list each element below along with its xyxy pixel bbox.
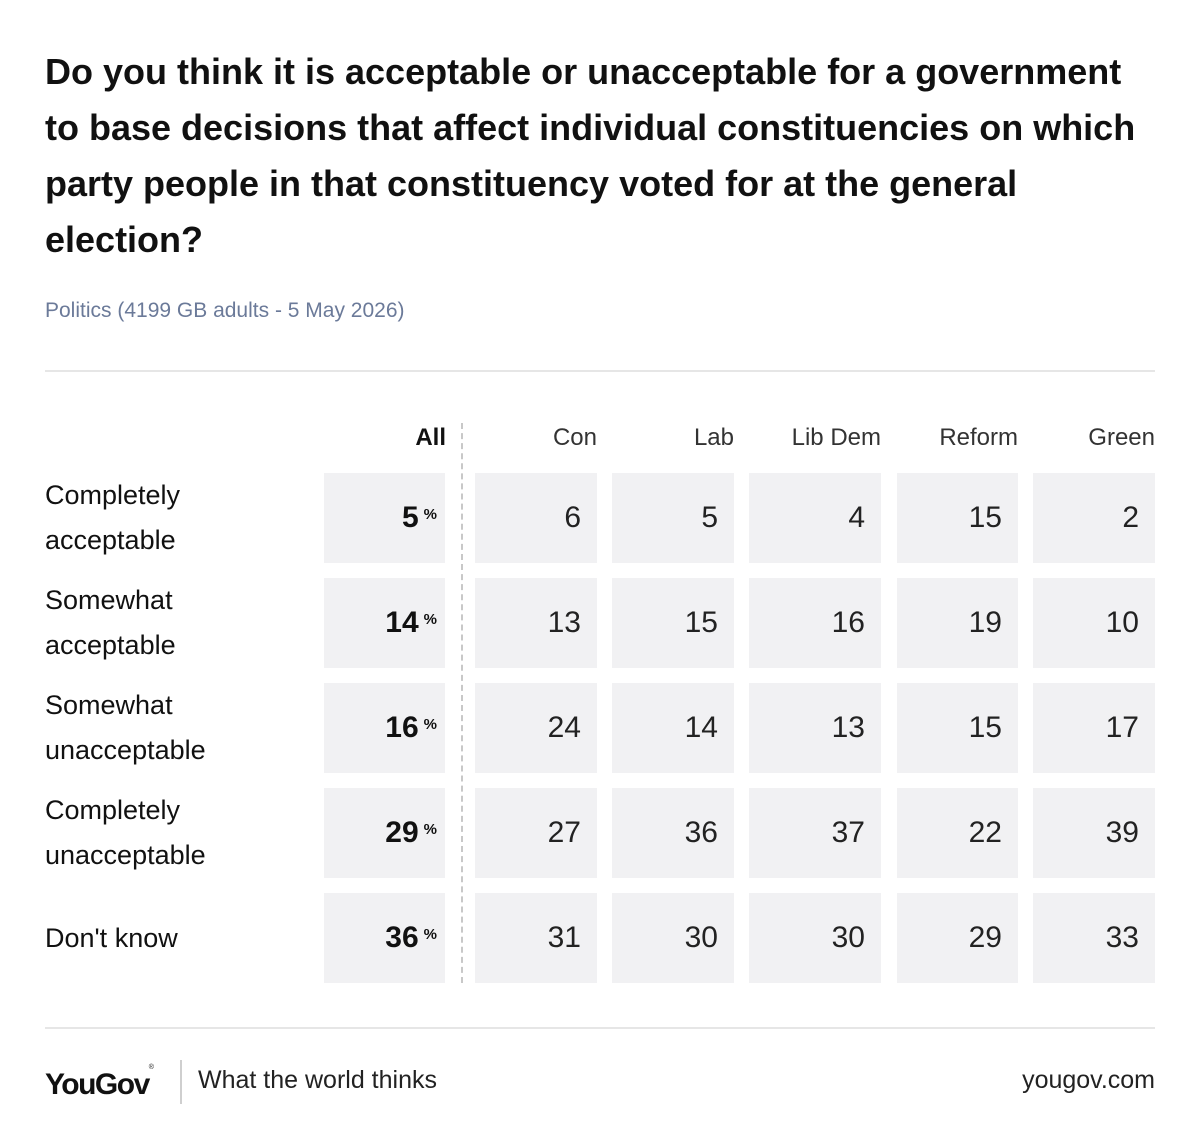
party-value-cell: 13 (475, 578, 597, 668)
cell-value: 14 (684, 711, 718, 744)
party-value-cell: 6 (475, 473, 597, 563)
cell-value: 22 (968, 816, 1002, 849)
party-value-cell: 13 (749, 683, 881, 773)
percent-sign: % (423, 715, 437, 733)
bottom-divider (45, 1027, 1155, 1029)
cell-value: 15 (968, 711, 1002, 744)
percent-sign: % (423, 610, 437, 628)
column-header-lab: Lab (693, 424, 734, 451)
row-label: Completely acceptable (45, 480, 181, 555)
party-value-cell: 10 (1033, 578, 1155, 668)
party-value-cell: 17 (1033, 683, 1155, 773)
footer-tagline: What the world thinks (198, 1066, 437, 1094)
column-header-reform: Reform (939, 424, 1018, 451)
all-column-separator (461, 423, 463, 983)
column-header-all: All (415, 424, 446, 451)
all-value-cell: 5% (324, 473, 445, 563)
party-value-cell: 5 (612, 473, 734, 563)
cell-value: 5 (401, 501, 419, 534)
party-value-cell: 37 (749, 788, 881, 878)
cell-value: 30 (684, 921, 718, 954)
column-header-lib-dem: Lib Dem (791, 424, 881, 451)
party-value-cell: 30 (612, 893, 734, 983)
cell-value: 15 (968, 501, 1002, 534)
row-label: Somewhat unacceptable (45, 690, 206, 765)
party-value-cell: 15 (897, 683, 1018, 773)
cell-value: 16 (831, 606, 865, 639)
party-value-cell: 22 (897, 788, 1018, 878)
percent-sign: % (423, 820, 437, 838)
cell-value: 30 (831, 921, 865, 954)
yougov-logo[interactable]: YouGov® (45, 1062, 154, 1105)
party-value-cell: 15 (612, 578, 734, 668)
cell-value: 6 (564, 501, 581, 534)
cell-value: 27 (547, 816, 581, 849)
cell-value: 17 (1105, 711, 1139, 744)
party-value-cell: 19 (897, 578, 1018, 668)
party-value-cell: 36 (612, 788, 734, 878)
row-label: Completely unacceptable (45, 795, 206, 870)
party-value-cell: 31 (475, 893, 597, 983)
party-value-cell: 33 (1033, 893, 1155, 983)
party-value-cell: 24 (475, 683, 597, 773)
column-header-con: Con (552, 424, 597, 451)
footer-separator (180, 1060, 182, 1104)
party-value-cell: 4 (749, 473, 881, 563)
all-value-cell: 16% (324, 683, 445, 773)
cell-value: 29 (385, 816, 419, 849)
all-value-cell: 14% (324, 578, 445, 668)
cell-value: 37 (831, 816, 865, 849)
percent-sign: % (423, 505, 437, 523)
cell-value: 24 (547, 711, 581, 744)
party-value-cell: 2 (1033, 473, 1155, 563)
registered-mark: ® (148, 1064, 154, 1071)
cell-value: 15 (684, 606, 718, 639)
cell-value: 29 (968, 921, 1002, 954)
party-value-cell: 30 (749, 893, 881, 983)
party-value-cell: 16 (749, 578, 881, 668)
party-value-cell: 15 (897, 473, 1018, 563)
cell-value: 14 (385, 606, 419, 639)
cell-value: 2 (1122, 501, 1139, 534)
row-label: Somewhat acceptable (45, 585, 176, 660)
cell-value: 5 (701, 501, 718, 534)
cell-value: 36 (385, 921, 419, 954)
footer-url[interactable]: yougov.com (1022, 1066, 1155, 1094)
cell-value: 36 (684, 816, 718, 849)
chart-subtitle: Politics (4199 GB adults - 5 May 2026) (45, 299, 405, 322)
party-value-cell: 14 (612, 683, 734, 773)
all-value-cell: 29% (324, 788, 445, 878)
all-value-cell: 36% (324, 893, 445, 983)
party-value-cell: 39 (1033, 788, 1155, 878)
cell-value: 10 (1105, 606, 1139, 639)
cell-value: 19 (968, 606, 1002, 639)
top-divider (45, 370, 1155, 372)
party-value-cell: 29 (897, 893, 1018, 983)
cell-value: 33 (1105, 921, 1139, 954)
cell-value: 16 (385, 711, 419, 744)
cell-value: 13 (547, 606, 581, 639)
party-value-cell: 27 (475, 788, 597, 878)
yougov-logo-text: YouGov (45, 1068, 150, 1101)
cell-value: 39 (1105, 816, 1139, 849)
row-label: Don't know (45, 922, 178, 953)
chart-title: Do you think it is acceptable or unaccep… (45, 51, 1136, 260)
cell-value: 4 (848, 501, 865, 534)
percent-sign: % (423, 925, 437, 943)
cell-value: 31 (547, 921, 581, 954)
column-header-green: Green (1088, 424, 1155, 451)
cell-value: 13 (831, 711, 865, 744)
